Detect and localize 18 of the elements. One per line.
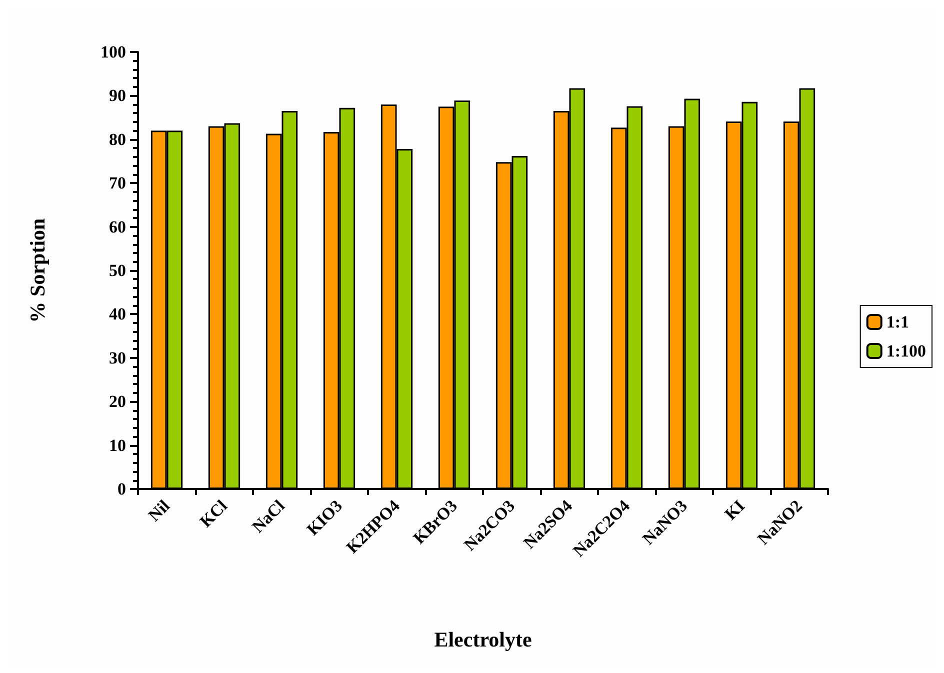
legend-label: 1:100	[886, 342, 926, 360]
legend-label: 1:1	[886, 312, 910, 332]
y-tick-label: 100	[100, 42, 126, 62]
x-tick-label: Nil	[144, 496, 174, 526]
y-tick-label: 50	[109, 261, 126, 280]
y-tick-label: 30	[109, 348, 126, 368]
x-tick-label: KCl	[196, 496, 232, 532]
y-tick-label: 20	[109, 392, 126, 412]
y-tick-label: 60	[109, 217, 126, 236]
y-tick-label: 70	[109, 174, 126, 193]
y-tick-label: 10	[109, 436, 126, 455]
y-tick-label: 90	[109, 86, 126, 106]
y-tick-label: 40	[109, 304, 126, 324]
y-tick-label: 80	[109, 130, 126, 149]
y-tick-label: 0	[118, 480, 126, 498]
x-axis-title: Electrolyte	[434, 628, 532, 652]
x-tick-label: KI	[721, 496, 749, 524]
y-axis-title: % Sorption	[26, 218, 50, 323]
